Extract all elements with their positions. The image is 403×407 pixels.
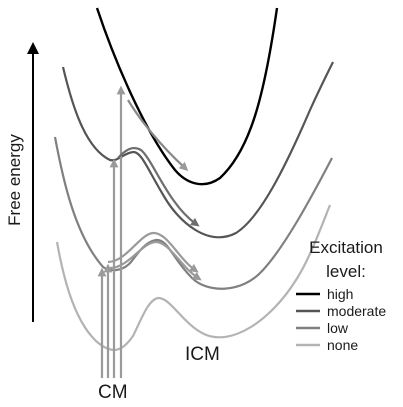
icm-label: ICM <box>185 344 220 365</box>
legend-label-none: none <box>327 337 358 353</box>
legend-label-moderate: moderate <box>327 303 386 319</box>
transition-arrow-low-a <box>107 231 199 273</box>
legend-title-line2: level: <box>326 262 366 281</box>
curve-none <box>55 204 332 351</box>
curve-low <box>53 136 333 290</box>
legend-title-line1: Excitation <box>309 238 383 257</box>
curve-moderate <box>61 61 334 239</box>
curve-high <box>95 7 279 186</box>
free-energy-axis-label: Free energy <box>5 134 24 226</box>
transition-arrow-low-b <box>109 240 202 281</box>
legend-label-low: low <box>327 320 349 336</box>
legend-label-high: high <box>327 286 353 302</box>
cm-label: CM <box>98 382 128 403</box>
transition-arrow-high <box>127 99 189 171</box>
legend: Excitation level: high moderate low none <box>296 238 386 353</box>
transition-arrow-moderate <box>117 147 200 227</box>
